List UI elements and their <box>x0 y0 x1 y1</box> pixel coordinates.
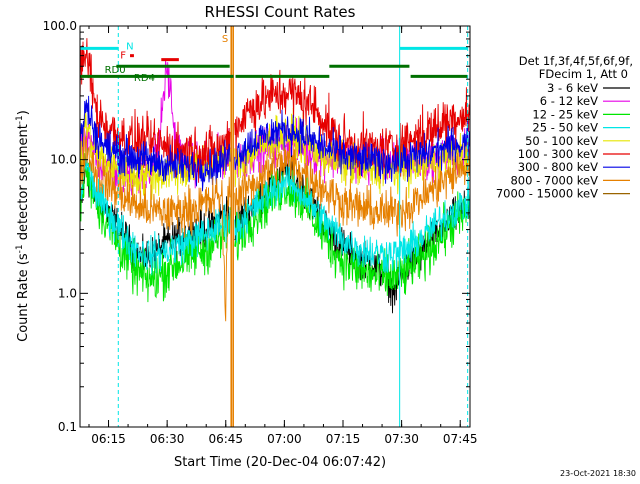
x-axis-ticks: 06:15 06:30 06:45 07:00 07:15 07:30 07:45 <box>88 26 478 446</box>
plot-area: RD0 RD4 NF S 06:15 06:30 06:45 07:00 07:15 07:30… <box>43 19 478 446</box>
y-axis-label-rest: detector segment <box>16 124 31 244</box>
x-tick-label-4: 07:15 <box>326 432 361 446</box>
y-tick-label-3: 100.0 <box>43 19 77 33</box>
legend-header-line1: Det 1f,3f,4f,5f,6f,9f, <box>519 54 633 68</box>
x-tick-label-3: 07:00 <box>267 432 302 446</box>
y-axis-label-main: Count Rate (s <box>16 253 31 342</box>
legend-label-0: 3 - 6 keV <box>547 81 598 95</box>
legend-label-6: 300 - 800 keV <box>518 160 598 174</box>
legend-label-5: 100 - 300 keV <box>518 147 598 161</box>
chart-title: RHESSI Count Rates <box>205 3 356 21</box>
legend: Det 1f,3f,4f,5f,6f,9f, FDecim 1, Att 0 3… <box>496 54 633 201</box>
legend-header-line2: FDecim 1, Att 0 <box>539 67 628 81</box>
x-tick-label-0: 06:15 <box>91 432 126 446</box>
x-tick-label-5: 07:30 <box>384 432 419 446</box>
x-tick-label-1: 06:30 <box>150 432 185 446</box>
x-tick-label-6: 07:45 <box>443 432 478 446</box>
legend-label-4: 50 - 100 keV <box>525 134 598 148</box>
series-group <box>79 38 471 322</box>
timestamp: 23-Oct-2021 18:30 <box>560 469 636 478</box>
series-line-6 <box>79 95 471 192</box>
series-line-3 <box>79 158 471 276</box>
segment-group: RD0 RD4 NF S <box>80 34 469 84</box>
y-axis-ticks: 0.1 1.0 10.0 100.0 <box>43 19 470 434</box>
status-label-6: N <box>126 42 133 53</box>
y-axis-label-close: ) <box>16 110 31 115</box>
legend-label-1: 6 - 12 keV <box>540 94 598 108</box>
y-axis-label: Count Rate (s-1 detector segment-1) <box>15 110 31 342</box>
series-line-7 <box>79 135 471 322</box>
legend-label-8: 7000 - 15000 keV <box>496 187 598 201</box>
status-label-8: F <box>120 51 126 62</box>
x-axis-label: Start Time (20-Dec-04 06:07:42) <box>174 455 386 470</box>
y-tick-label-2: 10.0 <box>50 153 77 167</box>
status-label-2: RD4 <box>134 73 155 84</box>
legend-label-2: 12 - 25 keV <box>532 107 598 121</box>
x-tick-label-2: 06:45 <box>208 432 243 446</box>
y-axis-label-sup1: -1 <box>15 244 25 253</box>
legend-label-3: 25 - 50 keV <box>532 121 598 135</box>
status-label-10: S <box>222 34 228 45</box>
plot-frame <box>79 25 471 428</box>
status-label-0: RD0 <box>105 65 126 76</box>
y-tick-label-0: 0.1 <box>58 420 77 434</box>
y-tick-label-1: 1.0 <box>58 286 77 300</box>
legend-label-7: 800 - 7000 keV <box>510 173 598 187</box>
y-axis-label-sup2: -1 <box>15 115 25 124</box>
